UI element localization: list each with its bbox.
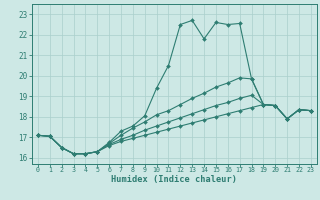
X-axis label: Humidex (Indice chaleur): Humidex (Indice chaleur)	[111, 175, 237, 184]
